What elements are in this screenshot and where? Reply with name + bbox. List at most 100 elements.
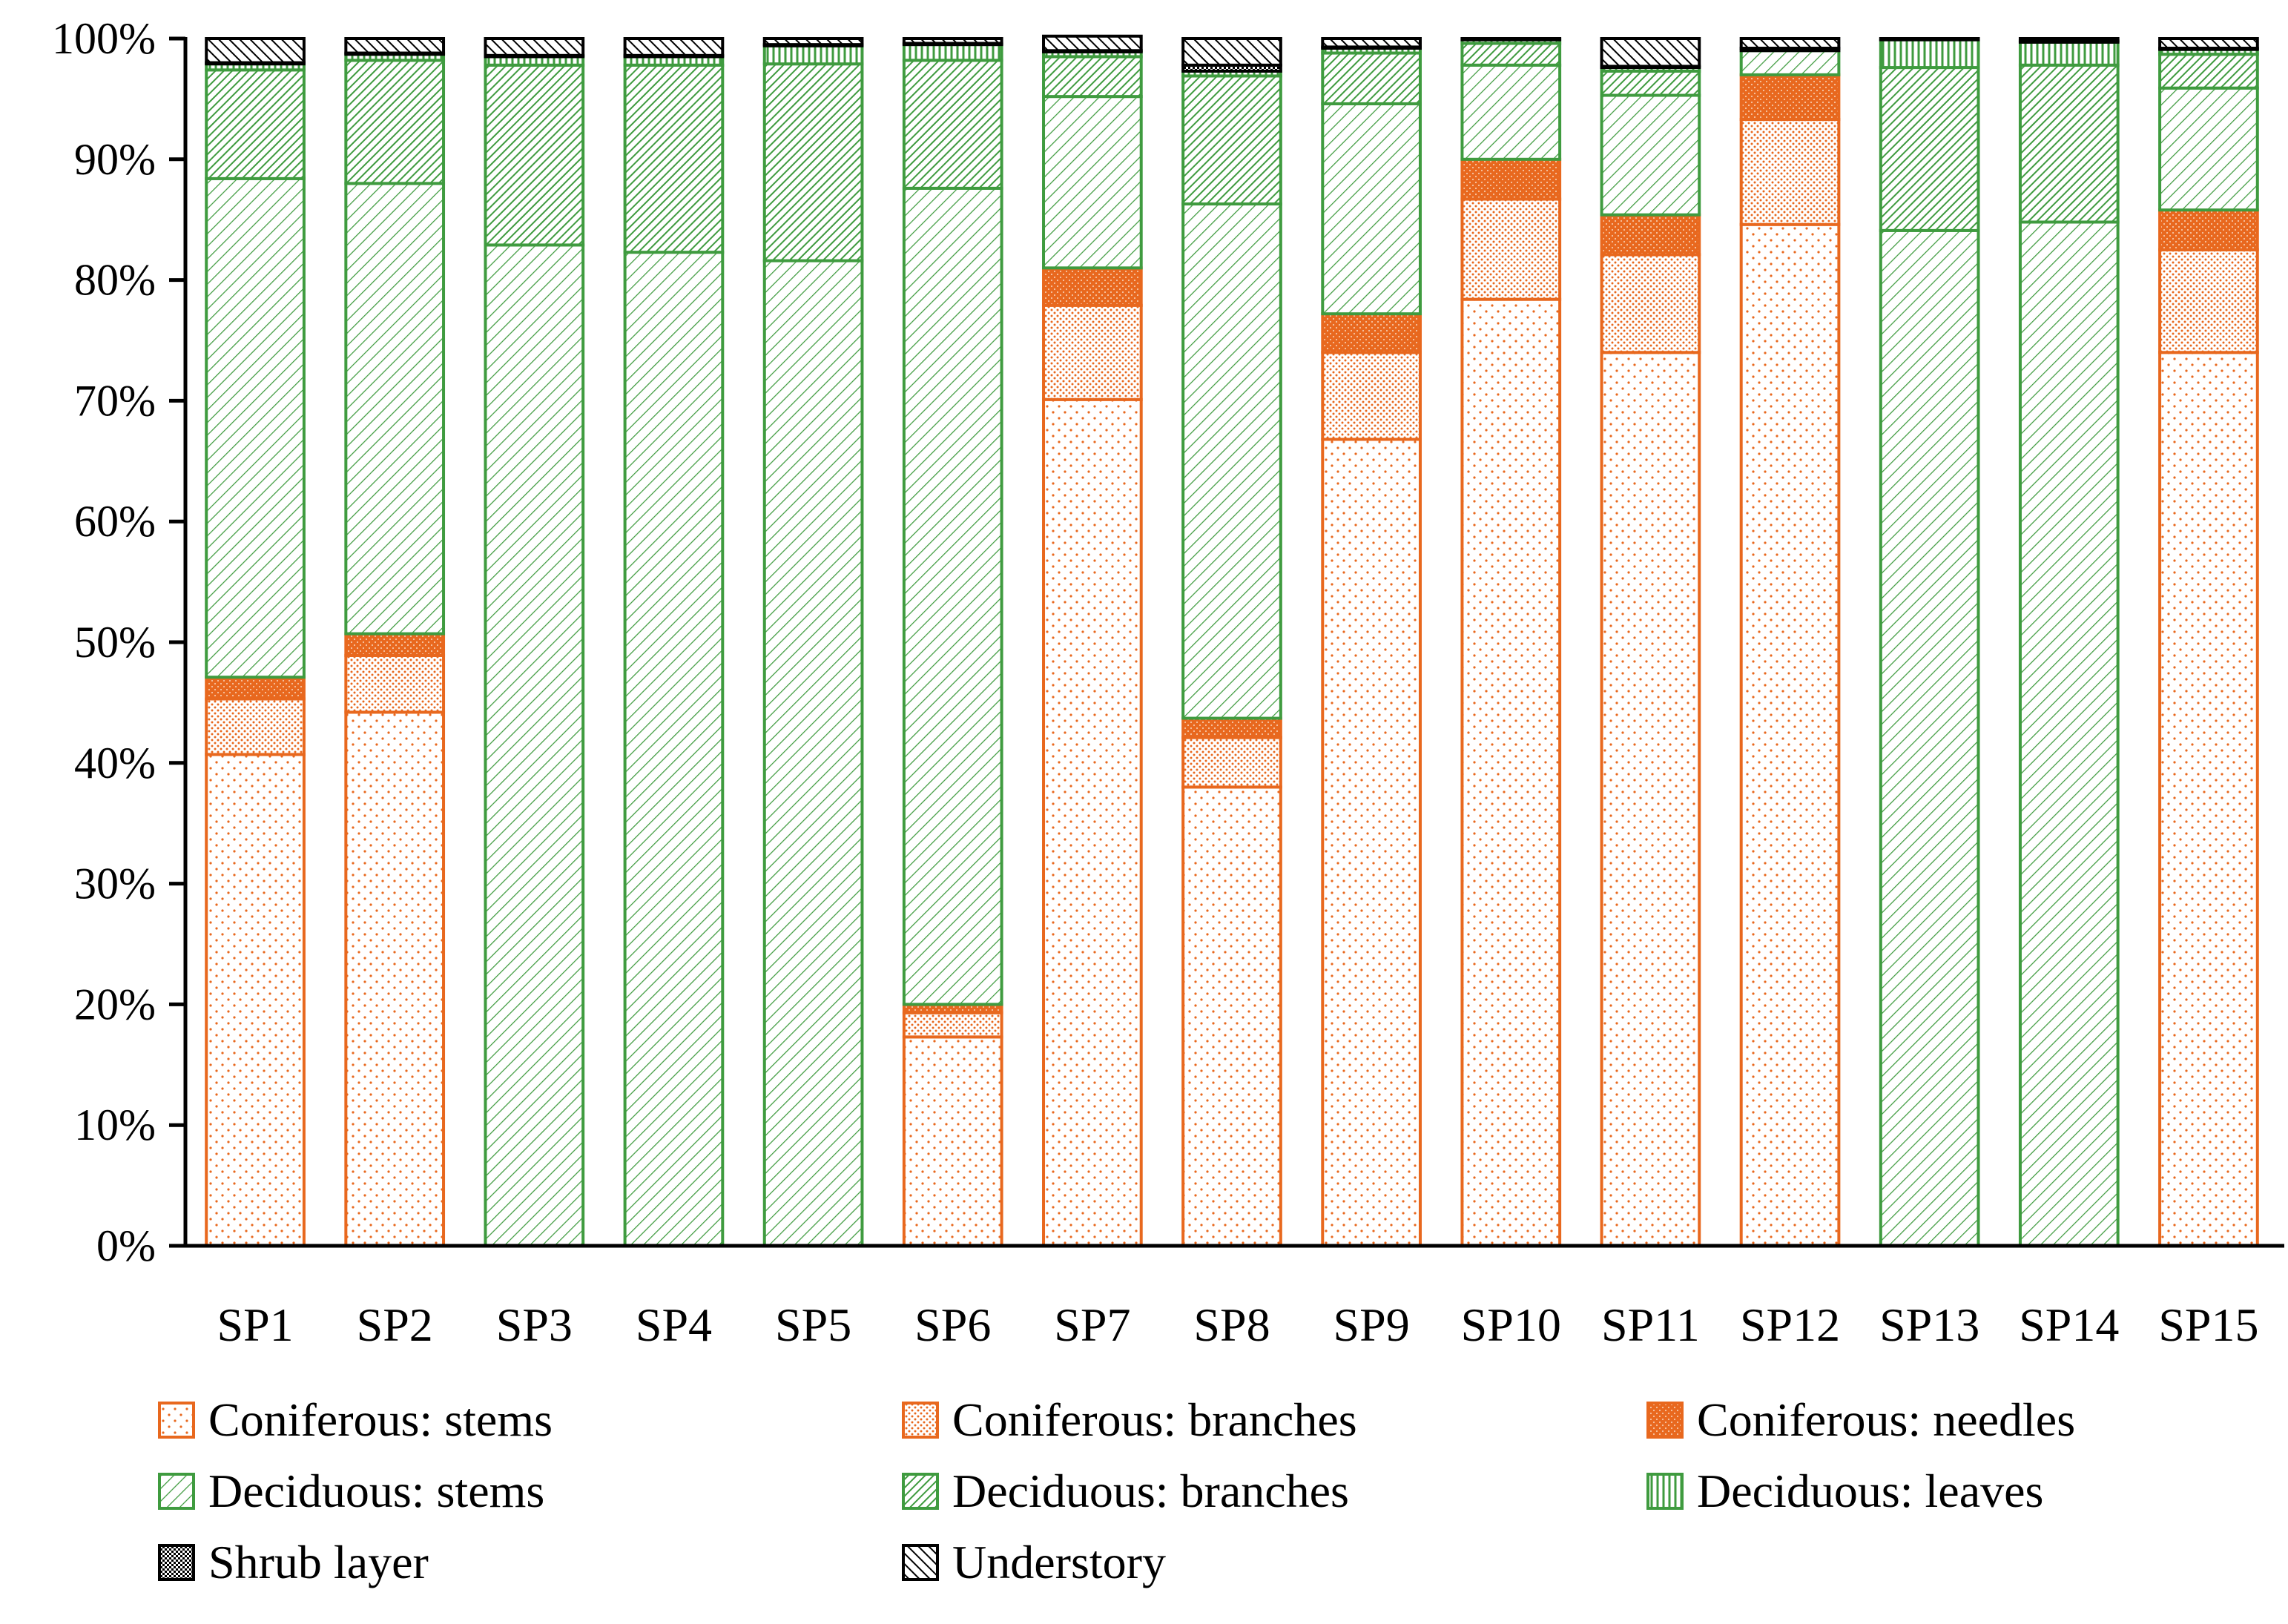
x-tick-label: SP14: [2019, 1298, 2119, 1351]
bar-segment-sp8-coniferous-branches: [1181, 736, 1282, 789]
bar-segment-sp1-deciduous-branches: [205, 68, 306, 180]
bar-segment-sp12-coniferous-needles: [1739, 73, 1841, 122]
bar-segment-sp7-coniferous-needles: [1042, 266, 1143, 307]
bar-stack-sp8: [1181, 37, 1282, 1247]
x-tick-label: SP10: [1461, 1298, 1561, 1351]
bar-segment-sp7-deciduous-branches: [1042, 55, 1143, 99]
bar-segment-sp9-coniferous-branches: [1321, 351, 1422, 441]
bars-layer: [205, 34, 2259, 1248]
x-tick-label: SP9: [1333, 1298, 1410, 1351]
y-tick-label: 70%: [74, 376, 156, 425]
bar-segment-sp12-understory: [1739, 37, 1841, 50]
x-tick-label: SP8: [1193, 1298, 1270, 1351]
bar-segment-sp15-deciduous-branches: [2158, 53, 2259, 90]
bar-segment-sp12-deciduous-stems: [1739, 49, 1841, 76]
bar-segment-sp11-coniferous-stems: [1600, 351, 1701, 1247]
y-tick-label: 0%: [96, 1221, 156, 1270]
bar-segment-sp3-understory: [484, 37, 585, 57]
legend-label: Understory: [952, 1536, 1166, 1588]
bar-segment-sp9-understory: [1321, 37, 1422, 49]
bar-segment-sp10-deciduous-branches: [1460, 42, 1562, 67]
bar-segment-sp7-deciduous-stems: [1042, 95, 1143, 270]
bar-stack-sp14: [2018, 37, 2120, 1248]
bar-segment-sp5-deciduous-leaves: [762, 44, 864, 66]
y-tick-label: 30%: [74, 859, 156, 908]
legend-swatch: [902, 1402, 939, 1439]
bar-segment-sp3-deciduous-stems: [484, 243, 585, 1247]
bar-segment-sp6-coniferous-stems: [902, 1035, 1003, 1247]
bar-segment-sp14-understory: [2018, 37, 2120, 43]
bar-segment-sp14-deciduous-leaves: [2018, 40, 2120, 67]
bar-segment-sp2-coniferous-stems: [344, 710, 446, 1247]
bar-segment-sp7-understory: [1042, 34, 1143, 53]
legend-swatch: [1646, 1402, 1684, 1439]
x-tick-label: SP5: [775, 1298, 851, 1351]
x-tick-label: SP13: [1879, 1298, 1979, 1351]
bar-segment-sp10-coniferous-branches: [1460, 197, 1562, 301]
legend-swatch: [902, 1473, 939, 1510]
legend-label: Deciduous: stems: [208, 1465, 544, 1517]
legend-item-coniferous-branches: Coniferous: branches: [902, 1393, 1357, 1446]
y-tick-label: 100%: [52, 14, 156, 63]
bar-segment-sp10-deciduous-stems: [1460, 63, 1562, 161]
bar-stack-sp15: [2158, 37, 2259, 1247]
legend-swatch: [158, 1402, 195, 1439]
legend-item-deciduous-stems: Deciduous: stems: [158, 1465, 544, 1517]
bar-segment-sp8-deciduous-branches: [1181, 74, 1282, 206]
x-tick-label: SP1: [217, 1298, 293, 1351]
bar-stack-sp11: [1600, 37, 1701, 1247]
legend-label: Deciduous: branches: [952, 1465, 1349, 1517]
bar-segment-sp3-deciduous-branches: [484, 63, 585, 247]
bar-segment-sp13-deciduous-leaves: [1879, 38, 1980, 70]
legend-label: Deciduous: leaves: [1697, 1465, 2043, 1517]
bar-segment-sp6-understory: [902, 37, 1003, 45]
y-tick-label: 40%: [74, 739, 156, 788]
bar-segment-sp2-deciduous-stems: [344, 182, 446, 636]
legend-item-understory: Understory: [902, 1536, 1166, 1588]
y-tick-label: 10%: [74, 1100, 156, 1149]
axes-layer: [169, 36, 2284, 1248]
bar-segment-sp6-coniferous-branches: [902, 1011, 1003, 1039]
legend-label: Coniferous: branches: [952, 1393, 1357, 1446]
bar-segment-sp2-coniferous-needles: [344, 632, 446, 657]
x-tick-label: SP2: [357, 1298, 433, 1351]
legend-item-coniferous-needles: Coniferous: needles: [1646, 1393, 2075, 1446]
y-tick-label: 80%: [74, 256, 156, 305]
y-tick-labels: 0% 10% 20% 30% 40% 50% 60% 70% 80% 90% 100%: [52, 14, 156, 1270]
bar-stack-sp7: [1042, 34, 1143, 1247]
bar-segment-sp11-deciduous-stems: [1600, 93, 1701, 217]
bar-segment-sp5-deciduous-branches: [762, 62, 864, 263]
bar-segment-sp9-coniferous-stems: [1321, 438, 1422, 1247]
bar-segment-sp5-deciduous-stems: [762, 259, 864, 1247]
bar-segment-sp4-deciduous-branches: [623, 63, 725, 254]
bar-segment-sp5-understory: [762, 37, 864, 47]
legend-label: Coniferous: stems: [208, 1393, 553, 1446]
bar-stack-sp6: [902, 37, 1003, 1247]
legend-swatch: [902, 1544, 939, 1581]
bar-stack-sp4: [623, 37, 725, 1247]
y-tick-label: 90%: [74, 135, 156, 184]
bar-segment-sp13-shrub-layer: [1879, 37, 1980, 42]
x-tick-label: SP6: [914, 1298, 991, 1351]
legend-label: Shrub layer: [208, 1536, 429, 1588]
bar-segment-sp7-coniferous-branches: [1042, 303, 1143, 401]
x-tick-label: SP15: [2158, 1298, 2258, 1351]
bar-segment-sp12-coniferous-branches: [1739, 118, 1841, 226]
legend-swatch: [1646, 1473, 1684, 1510]
legend-item-coniferous-stems: Coniferous: stems: [158, 1393, 553, 1446]
bar-segment-sp6-deciduous-branches: [902, 59, 1003, 190]
bar-segment-sp10-coniferous-needles: [1460, 157, 1562, 201]
bar-segment-sp7-coniferous-stems: [1042, 397, 1143, 1247]
bar-stack-sp12: [1739, 37, 1841, 1248]
bar-segment-sp8-coniferous-stems: [1181, 785, 1282, 1247]
legend-swatch: [158, 1544, 195, 1581]
bar-stack-sp13: [1879, 37, 1980, 1248]
x-tick-label: SP3: [496, 1298, 573, 1351]
bar-stack-sp9: [1321, 37, 1422, 1247]
bar-segment-sp4-deciduous-stems: [623, 251, 725, 1247]
bar-segment-sp1-coniferous-stems: [205, 753, 306, 1247]
bar-stack-sp5: [762, 37, 864, 1247]
bar-segment-sp10-coniferous-stems: [1460, 297, 1562, 1247]
bar-segment-sp11-coniferous-branches: [1600, 253, 1701, 354]
